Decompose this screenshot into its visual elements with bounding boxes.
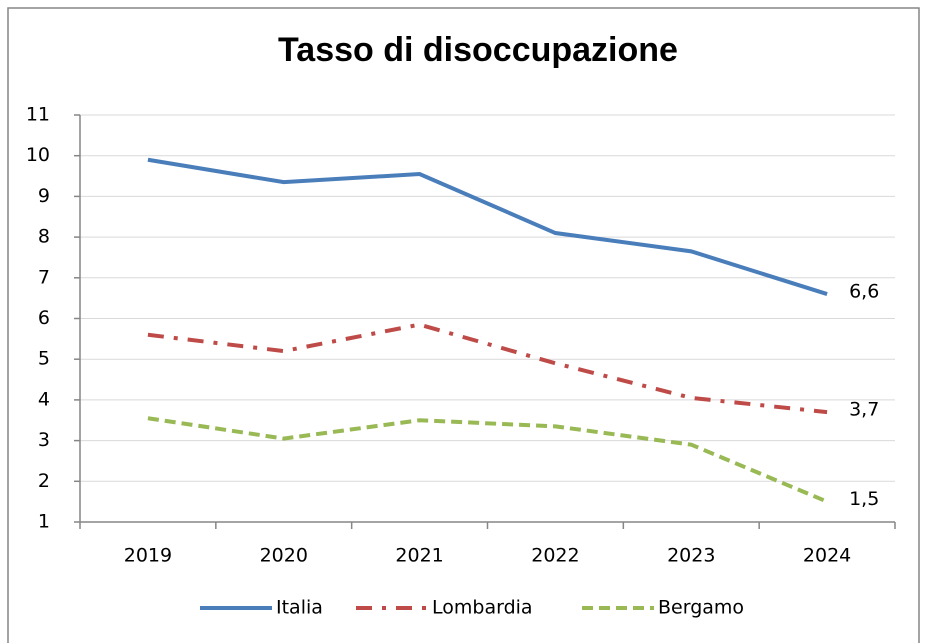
data-label: 3,7 <box>849 399 879 421</box>
y-tick-label: 8 <box>38 226 50 248</box>
y-tick-label: 2 <box>38 470 50 492</box>
y-tick-label: 11 <box>26 104 50 126</box>
y-tick-label: 4 <box>38 388 50 410</box>
series-line <box>147 157 828 296</box>
x-tick-label: 2023 <box>667 545 715 567</box>
data-label: 1,5 <box>849 488 879 510</box>
y-tick-label: 6 <box>38 307 50 329</box>
data-label: 6,6 <box>849 281 879 303</box>
y-tick-label: 10 <box>26 144 50 166</box>
x-tick-label: 2019 <box>124 545 172 567</box>
chart-border <box>7 7 920 643</box>
x-tick-label: 2020 <box>260 545 308 567</box>
y-tick-label: 5 <box>38 348 50 370</box>
legend-label: Italia <box>276 597 323 619</box>
y-tick-label: 7 <box>38 266 50 288</box>
chart-title: Tasso di disoccupazione <box>278 31 678 69</box>
y-tick-label: 1 <box>38 511 50 533</box>
x-tick-label: 2022 <box>531 545 579 567</box>
y-tick-label: 9 <box>38 185 50 207</box>
legend-label: Lombardia <box>432 597 533 619</box>
legend-label: Bergamo <box>658 597 744 619</box>
y-tick-label: 3 <box>38 429 50 451</box>
x-tick-label: 2024 <box>803 545 851 567</box>
series-line <box>147 416 828 504</box>
x-tick-label: 2021 <box>395 545 443 567</box>
